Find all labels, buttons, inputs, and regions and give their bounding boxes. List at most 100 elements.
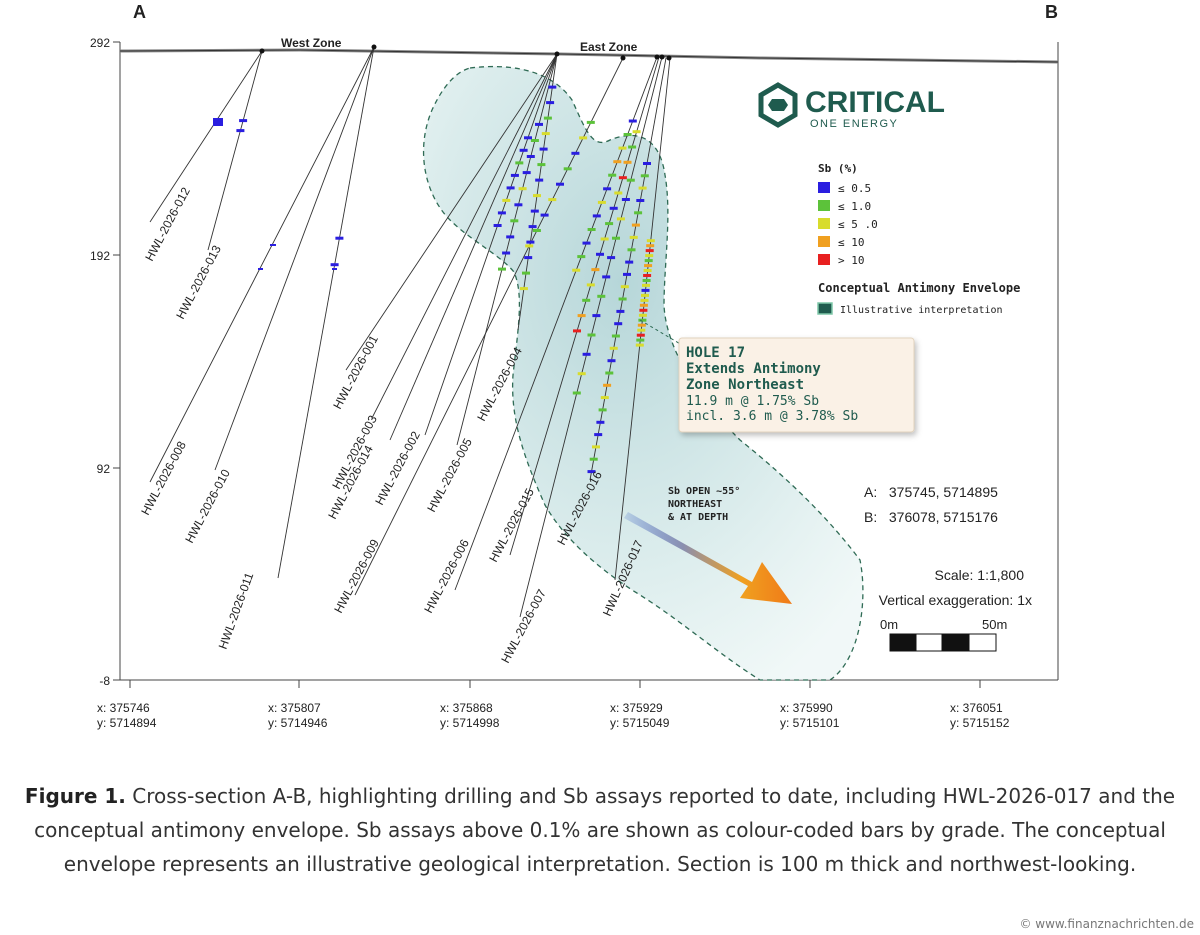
hole-label: HWL-2026-006: [421, 537, 472, 616]
assay-bar: [332, 268, 337, 270]
easting-tick-x: x: 375929: [610, 701, 663, 715]
assay-bar: [258, 268, 263, 270]
scale-bar-zero: 0m: [880, 617, 898, 632]
assay-bar: [598, 408, 607, 412]
drill-trace: [207, 50, 263, 251]
assay-bar: [587, 470, 596, 474]
assay-bar: [543, 116, 552, 120]
assay-bar: [515, 161, 524, 165]
easting-tick-x: x: 376051: [950, 701, 1003, 715]
assay-bar: [603, 187, 612, 191]
assay-bar: [540, 213, 549, 217]
assay-bar: [643, 162, 651, 165]
assay-bar: [592, 314, 601, 318]
assay-bar: [582, 241, 591, 245]
assay-bar: [502, 198, 511, 202]
assay-bar: [627, 248, 636, 252]
assay-bar: [539, 147, 548, 151]
assay-bar: [640, 298, 649, 302]
assay-bar: [587, 228, 596, 231]
legend-item-label: ≤ 10: [838, 236, 865, 249]
hole-label: HWL-2026-013: [173, 243, 224, 322]
assay-bar: [634, 211, 643, 215]
assay-bar: [645, 254, 654, 258]
assay-bar: [631, 223, 640, 227]
assay-bar: [548, 85, 557, 89]
coord-a: A: 375745, 5714895: [864, 484, 998, 500]
assay-bar: [597, 200, 606, 204]
assay-bar: [270, 244, 276, 246]
assay-bar: [638, 186, 647, 190]
envelope-legend-label: Illustrative interpretation: [840, 305, 1003, 316]
assay-bar: [605, 371, 614, 375]
assay-bar: [643, 274, 652, 277]
easting-tick-x: x: 375990: [780, 701, 833, 715]
assay-bar: [493, 224, 502, 227]
hole-label: HWL-2026-010: [182, 467, 233, 546]
assay-bar: [563, 167, 572, 171]
assay-bar: [603, 383, 612, 387]
assay-bar: [592, 214, 601, 218]
hexagon-logo-icon: [758, 82, 798, 128]
assay-bar: [335, 236, 344, 240]
vertical-exaggeration: Vertical exaggeration: 1x: [879, 592, 1032, 608]
hole-label: HWL-2026-015: [486, 486, 537, 565]
assay-bar: [612, 236, 620, 240]
assay-bar: [330, 263, 339, 267]
drill-trace: [389, 53, 558, 441]
assay-bar: [514, 203, 523, 207]
assay-bar: [548, 198, 557, 202]
drill-trace: [517, 53, 558, 331]
legend-swatch: [818, 236, 830, 247]
assay-bar: [510, 173, 519, 177]
legend-swatch: [818, 200, 830, 211]
drill-trace: [456, 53, 558, 446]
envelope-swatch: [817, 302, 833, 315]
zone-label-east: East Zone: [580, 40, 638, 54]
assay-bar: [497, 211, 506, 215]
drill-trace: [277, 46, 375, 579]
easting-tick-y: y: 5715152: [950, 716, 1010, 730]
assay-bar: [556, 182, 564, 186]
assay-bar: [640, 174, 649, 178]
assay-bar: [611, 334, 620, 338]
legend-swatch: [818, 218, 830, 229]
grade-legend: Sb (%) ≤ 0.5 ≤ 1.0 ≤ 5 .0 ≤ 10 > 10 Conc…: [817, 162, 1020, 316]
assay-bar: [524, 256, 533, 260]
assay-bar: [621, 198, 630, 201]
assay-bar: [609, 206, 618, 210]
collars: [259, 44, 672, 61]
assay-bar: [623, 272, 631, 276]
assay-bar: [613, 160, 622, 164]
easting-tick-x: x: 375746: [97, 701, 150, 715]
assay-bar: [510, 219, 519, 223]
assay-bar: [582, 298, 591, 302]
assay-bar: [546, 101, 555, 105]
drill-traces: [149, 46, 671, 618]
open-direction-arrow: Sb OPEN ~55° NORTHEAST & AT DEPTH: [624, 486, 792, 604]
watermark: © www.finanznachrichten.de: [1019, 917, 1194, 931]
assay-bar: [528, 225, 537, 229]
elevation-tick: 292: [90, 36, 110, 50]
easting-tick-x: x: 375868: [440, 701, 493, 715]
assay-bar: [596, 420, 605, 424]
assay-bar: [614, 322, 623, 326]
easting-tick-y: y: 5714998: [440, 716, 500, 730]
drill-trace: [454, 56, 658, 591]
assay-bar: [600, 237, 609, 241]
envelope-legend-title: Conceptual Antimony Envelope: [818, 281, 1020, 295]
drill-trace: [519, 56, 663, 618]
assay-bar: [642, 279, 651, 282]
assay-bar: [530, 139, 539, 142]
assay-bar: [628, 119, 637, 123]
scale-text: Scale: 1:1,800: [934, 567, 1024, 583]
easting-tick-x: x: 375807: [268, 701, 321, 715]
assay-bar: [635, 343, 644, 347]
assay-bar: [530, 209, 539, 213]
assay-bar: [541, 132, 550, 136]
assay-bar: [498, 267, 506, 271]
assay-bar: [589, 457, 598, 461]
assay-bar: [643, 269, 652, 272]
zone-label-west: West Zone: [281, 36, 342, 50]
assay-bar: [638, 318, 647, 322]
